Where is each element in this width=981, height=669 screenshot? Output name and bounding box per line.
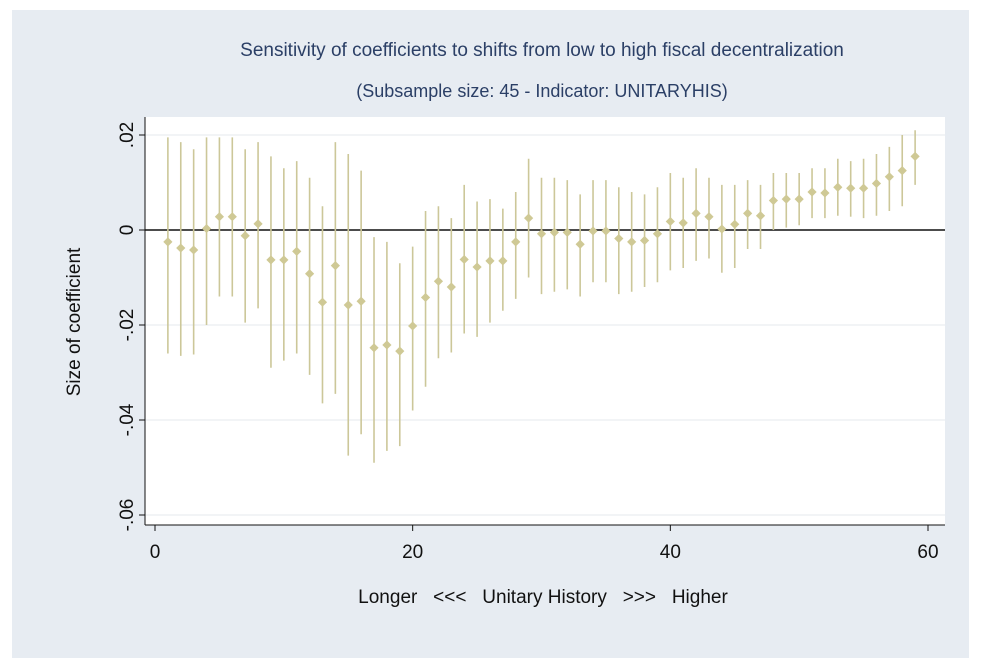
y-tick-label: -.04 <box>117 403 138 436</box>
coefficient-point <box>240 231 250 241</box>
coefficient-point <box>485 256 495 266</box>
coefficient-point <box>446 282 456 292</box>
coefficient-point <box>807 187 817 197</box>
chart-title: Sensitivity of coefficients to shifts fr… <box>240 40 844 61</box>
coefficient-point <box>575 239 585 249</box>
coefficient-point <box>498 256 508 266</box>
x-tick-label: 60 <box>917 542 938 563</box>
coefficient-point <box>717 224 727 234</box>
y-tick-label: -.02 <box>117 309 138 342</box>
coefficient-point <box>253 219 263 229</box>
coefficient-point <box>627 237 637 247</box>
coefficient-point <box>884 172 894 182</box>
coefficient-point <box>382 340 392 350</box>
coefficient-point <box>201 223 212 234</box>
coefficient-point <box>279 255 289 265</box>
coefficient-point <box>743 208 753 218</box>
coefficient-point <box>833 182 843 192</box>
coefficient-point <box>305 269 315 279</box>
coefficient-point <box>601 226 611 236</box>
coefficient-point <box>781 194 791 204</box>
coefficient-point <box>639 235 650 246</box>
x-axis-ticks: 0 20 40 60 <box>150 525 939 563</box>
x-tick-label: 0 <box>150 542 161 563</box>
coefficient-point <box>524 213 534 223</box>
coefficient-point <box>691 208 701 218</box>
coefficient-point <box>459 254 469 265</box>
coefficient-point <box>871 178 882 189</box>
coefficient-point <box>794 194 804 204</box>
coefficient-point <box>755 211 766 221</box>
coefficient-point <box>730 219 740 229</box>
gridlines <box>145 134 945 516</box>
coefficient-point <box>846 183 856 193</box>
y-axis-ticks: .02 0 -.02 -.04 -.06 <box>117 122 145 532</box>
coefficient-point <box>614 233 624 244</box>
chart-subtitle: (Subsample size: 45 - Indicator: UNITARY… <box>356 81 727 101</box>
coefficient-point <box>343 300 353 310</box>
coefficient-point <box>214 212 225 222</box>
coefficient-point <box>317 297 328 307</box>
coefficient-point <box>163 237 173 247</box>
coefficient-point <box>897 166 907 176</box>
coefficient-point <box>369 343 379 353</box>
y-axis-label: Size of coefficient <box>64 247 85 396</box>
coefficient-point <box>652 229 663 239</box>
y-tick-label: .02 <box>117 122 138 148</box>
coefficient-point <box>562 227 572 237</box>
coefficient-points <box>163 151 920 356</box>
y-tick-label: -.06 <box>117 499 138 532</box>
coefficient-point <box>395 346 405 356</box>
coefficient-point <box>665 216 675 227</box>
coefficient-point <box>704 212 714 222</box>
coefficient-point <box>330 261 340 271</box>
coefficient-point <box>266 255 276 265</box>
coefficient-point <box>858 183 869 193</box>
coefficient-point <box>678 218 688 228</box>
coefficient-point <box>910 151 920 161</box>
x-tick-label: 20 <box>402 542 423 563</box>
coefficient-point <box>472 262 482 272</box>
x-tick-label: 40 <box>660 542 681 563</box>
coefficient-point <box>420 292 431 303</box>
x-axis-label: Longer <<< Unitary History >>> Higher <box>358 587 728 608</box>
coefficient-point <box>588 226 598 236</box>
coefficient-point <box>292 246 302 256</box>
coefficient-point <box>408 321 418 331</box>
coefficient-point <box>549 227 559 237</box>
coefficient-point <box>189 245 199 255</box>
coefficient-point <box>536 229 547 239</box>
y-tick-label: 0 <box>117 225 138 236</box>
coefficient-point <box>227 212 237 222</box>
coefficient-point <box>820 188 830 198</box>
coefficient-point <box>768 195 778 206</box>
coefficient-point <box>433 276 444 286</box>
coefficient-point <box>511 237 521 247</box>
coefficient-point <box>176 243 186 253</box>
coefficient-point <box>356 296 366 306</box>
